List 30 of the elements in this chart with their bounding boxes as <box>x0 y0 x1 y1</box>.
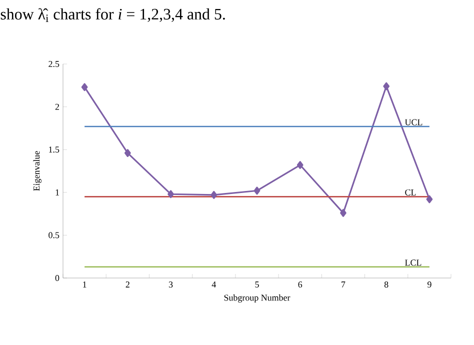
x-tick-label: 9 <box>427 282 432 288</box>
x-tick-label: 1 <box>83 282 86 288</box>
x-tick-label: 2 <box>126 282 130 288</box>
point <box>296 161 304 169</box>
text: show λ̂$_{i}$ charts for i = 1,2,3,4 and 5. <box>0 8 225 22</box>
y-tick-label: 1 <box>56 189 59 196</box>
y-tick-label: 0 <box>55 274 60 282</box>
point <box>426 195 433 204</box>
x-tick-label: 3 <box>168 282 173 288</box>
point <box>340 208 346 217</box>
ref-line-label: LCL <box>405 260 422 266</box>
x-tick-label: 8 <box>384 282 388 288</box>
y-tick-label: 2 <box>55 104 59 110</box>
ref-line-label: UCL <box>404 119 422 126</box>
x-tick-label: 7 <box>342 282 346 288</box>
point <box>168 190 174 198</box>
y-tick-label: 1.5 <box>49 146 60 153</box>
y-axis-title: Eigenvalue <box>33 151 42 191</box>
x-tick-label: 4 <box>212 282 216 288</box>
y-tick-label: 0.5 <box>48 232 60 238</box>
point <box>210 190 218 199</box>
ref-line-label: CL <box>405 189 416 196</box>
x-tick-label: 6 <box>298 282 302 288</box>
y-tick-label: 2.5 <box>48 60 60 68</box>
point <box>383 82 390 90</box>
x-axis-title: Subgroup Number <box>224 294 290 303</box>
point <box>254 186 260 195</box>
point <box>81 83 88 92</box>
point <box>124 149 131 158</box>
x-tick-label: 5 <box>255 282 259 288</box>
